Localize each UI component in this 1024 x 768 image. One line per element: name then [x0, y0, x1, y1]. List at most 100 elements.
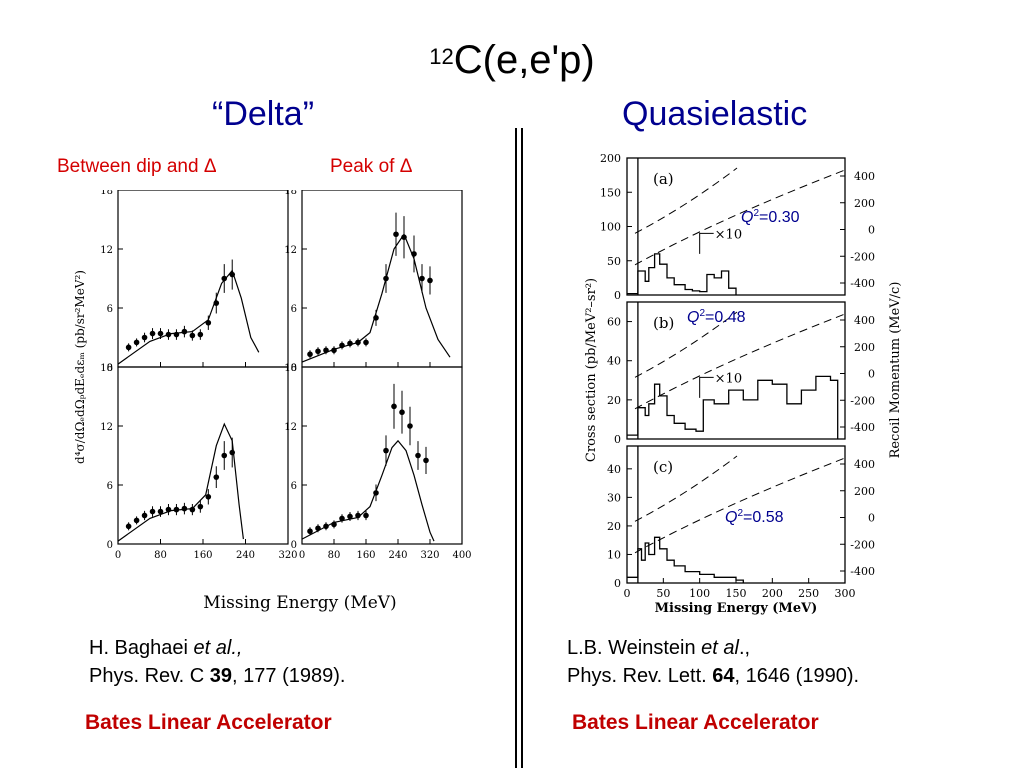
- y-tick-label: 30: [607, 491, 621, 504]
- ref-right-author: L.B. Weinstein: [567, 637, 702, 659]
- y-tick-label: 18: [100, 190, 113, 197]
- y-tick-label: 60: [607, 316, 621, 329]
- kinematic-limit-upper: [634, 313, 846, 410]
- y-tick-label: 0: [107, 540, 113, 551]
- fit-curve: [301, 233, 451, 363]
- y-tick-label: 12: [284, 422, 297, 433]
- right-y-tick-label: 0: [868, 368, 875, 381]
- x-tick-label: 0: [115, 550, 121, 561]
- ref-left-journal: Phys. Rev. C: [89, 665, 210, 687]
- data-point: [423, 457, 429, 464]
- data-point: [323, 347, 329, 354]
- right-reference: L.B. Weinstein et al., Phys. Rev. Lett. …: [567, 634, 859, 690]
- q2-value-label: Q2=0.48: [687, 308, 746, 326]
- kinematic-limit-lower: [634, 455, 738, 522]
- data-point: [197, 331, 204, 338]
- bates-left-label: Bates Linear Accelerator: [85, 711, 332, 734]
- y-tick-label: 0: [291, 540, 297, 551]
- data-point: [347, 340, 353, 347]
- slide-title: 12C(e,e'p): [0, 38, 1024, 83]
- left-panel-1: 0 6 12 18: [100, 190, 289, 374]
- right-y-tick-label: 200: [854, 197, 875, 210]
- q2-exponent: 2: [753, 208, 759, 219]
- right-y-tick-label: -400: [850, 565, 875, 578]
- data-point: [401, 234, 407, 240]
- data-point: [399, 409, 405, 416]
- data-point: [141, 512, 148, 519]
- right-y-tick-label: 400: [854, 314, 875, 327]
- right-y-tick-label: 0: [868, 224, 875, 237]
- data-point: [157, 508, 164, 515]
- data-point: [141, 334, 148, 341]
- q2-number: =0.58: [743, 509, 784, 526]
- x-tick-label: 300: [835, 587, 856, 600]
- mass-number: 12: [429, 44, 454, 69]
- x-tick-label: 0: [299, 550, 305, 561]
- data-point: [315, 525, 321, 532]
- q2-value-label: Q2=0.30: [741, 208, 800, 226]
- x-tick-label: 160: [193, 550, 212, 561]
- scale-note: ×10: [715, 227, 742, 242]
- data-point: [363, 339, 369, 346]
- y-tick-label: 6: [107, 481, 113, 492]
- y-tick-label: 18: [100, 363, 113, 374]
- data-point: [165, 331, 172, 338]
- data-point: [157, 330, 164, 337]
- data-point: [339, 515, 345, 522]
- q2-number: =0.30: [759, 209, 800, 226]
- x-tick-label: 80: [154, 550, 167, 561]
- scale-marker: [699, 232, 714, 254]
- data-point: [149, 330, 156, 337]
- panel-label: (a): [653, 170, 674, 188]
- q2-value-label: Q2=0.58: [725, 508, 784, 526]
- y-tick-label: 18: [284, 190, 297, 197]
- panel-frame: [117, 190, 289, 368]
- y-tick-label: 40: [607, 463, 621, 476]
- ref-left-etal: et al.,: [193, 637, 243, 659]
- q2-symbol: Q: [725, 509, 737, 526]
- data-point: [407, 423, 413, 429]
- ref-left-author: H. Baghaei: [89, 637, 194, 659]
- y-tick-label: 40: [607, 355, 621, 368]
- data-point: [181, 328, 188, 335]
- data-point: [391, 403, 397, 410]
- x-tick-label: 150: [726, 587, 747, 600]
- data-point: [133, 339, 140, 346]
- data-point: [221, 452, 228, 459]
- x-tick-label: 320: [278, 550, 297, 561]
- y-tick-label: 12: [100, 422, 113, 433]
- x-tick-label: 320: [420, 550, 439, 561]
- y-tick-label: 10: [607, 548, 621, 561]
- data-point: [331, 521, 337, 528]
- y-tick-label: 200: [600, 152, 621, 165]
- q2-symbol: Q: [741, 209, 753, 226]
- data-point: [229, 271, 236, 278]
- right-y-tick-label: 400: [854, 170, 875, 183]
- data-point: [221, 275, 228, 282]
- data-point: [339, 342, 345, 349]
- y-tick-label: 18: [284, 363, 297, 374]
- data-point: [165, 506, 172, 513]
- y-tick-label: 12: [100, 245, 113, 256]
- data-point: [383, 447, 389, 454]
- data-point: [205, 319, 212, 326]
- y-tick-label: 0: [614, 577, 621, 590]
- ref-right-pages: , 1646 (1990).: [734, 665, 860, 687]
- x-tick-label: 400: [452, 550, 471, 561]
- right-panel-3: 0 10 20 30 40 400 200 0 -200 -400 (c) Q2=0.58: [607, 445, 875, 590]
- data-point: [383, 275, 389, 282]
- x-tick-label: 0: [624, 587, 631, 600]
- y-tick-label: 6: [291, 304, 297, 315]
- ref-left-pages: , 177 (1989).: [232, 665, 346, 687]
- left-subheading-2: Peak of Δ: [330, 156, 413, 177]
- reaction: C(e,e'p): [453, 38, 595, 82]
- data-point: [173, 506, 180, 513]
- data-point: [173, 331, 180, 338]
- data-point: [125, 344, 132, 351]
- scale-marker: [699, 376, 714, 398]
- data-point: [419, 275, 425, 282]
- data-point: [373, 490, 379, 496]
- data-point: [411, 251, 417, 257]
